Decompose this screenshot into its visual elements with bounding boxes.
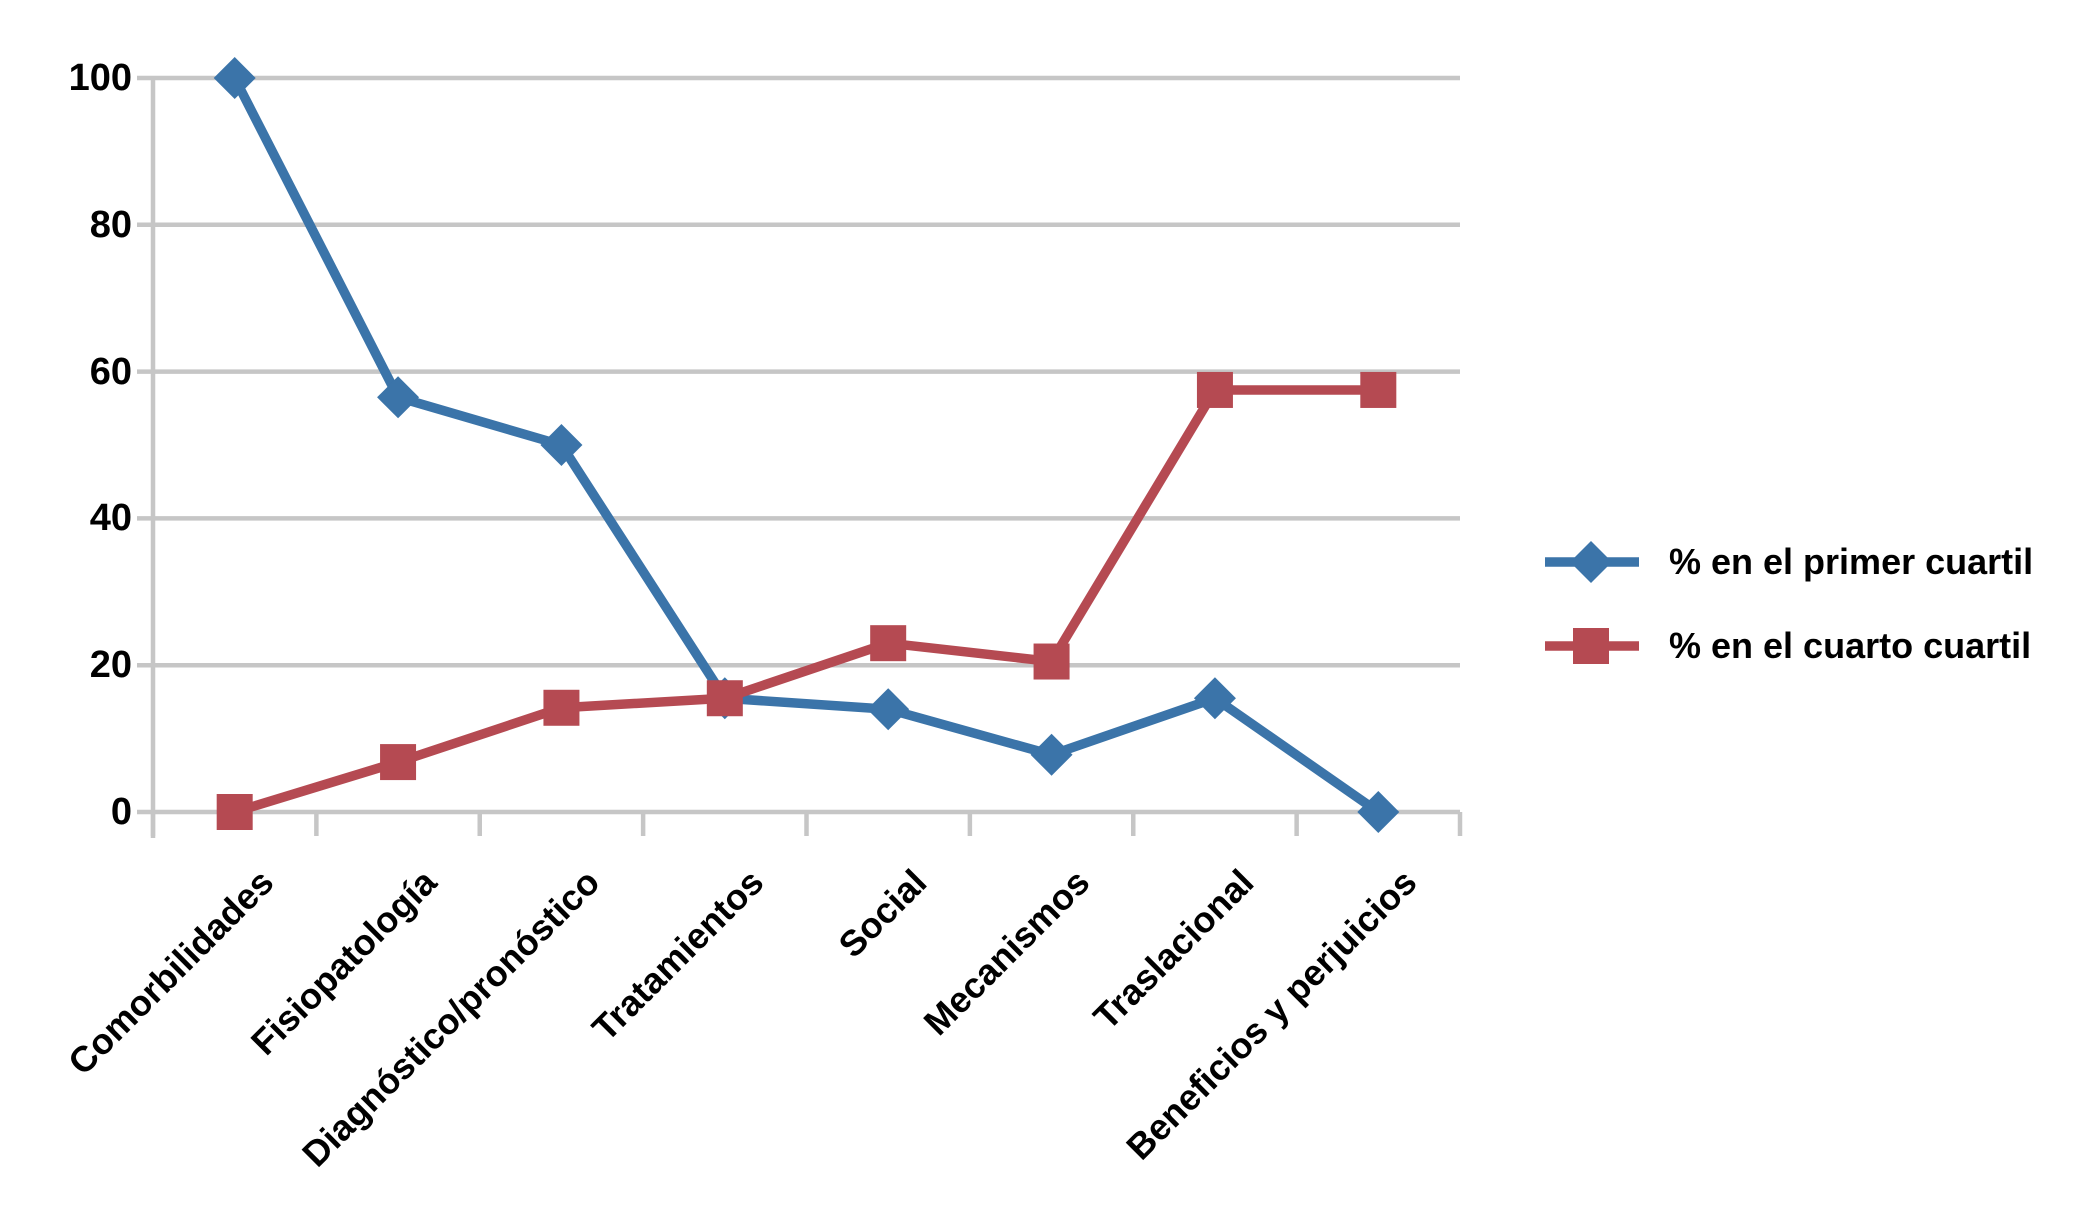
data-point-square-3 (706, 680, 743, 717)
data-point-diamond-6 (1193, 677, 1236, 720)
series-line-0 (229, 73, 1384, 817)
data-point-square-4 (870, 625, 907, 662)
y-tick-label-80: 80 (89, 203, 132, 246)
data-point-diamond-5 (1030, 733, 1073, 776)
data-point-diamond-1 (377, 376, 420, 419)
data-point-square-0 (216, 794, 253, 830)
data-point-square-5 (1033, 643, 1070, 680)
data-point-diamond-4 (867, 688, 910, 731)
data-point-diamond-2 (540, 424, 583, 466)
y-tick-label-100: 100 (68, 57, 132, 99)
data-point-square-1 (380, 744, 417, 781)
y-tick-label-0: 0 (110, 791, 132, 833)
y-tick-label-20: 20 (89, 644, 132, 687)
data-point-square-2 (543, 689, 580, 726)
data-point-diamond-7 (1357, 791, 1400, 833)
data-point-diamond-0 (213, 57, 256, 99)
y-tick-label-60: 60 (89, 350, 132, 393)
series-line-1 (229, 385, 1384, 817)
data-point-square-6 (1196, 371, 1233, 408)
y-tick-label-40: 40 (89, 497, 132, 540)
data-point-square-7 (1360, 371, 1397, 408)
